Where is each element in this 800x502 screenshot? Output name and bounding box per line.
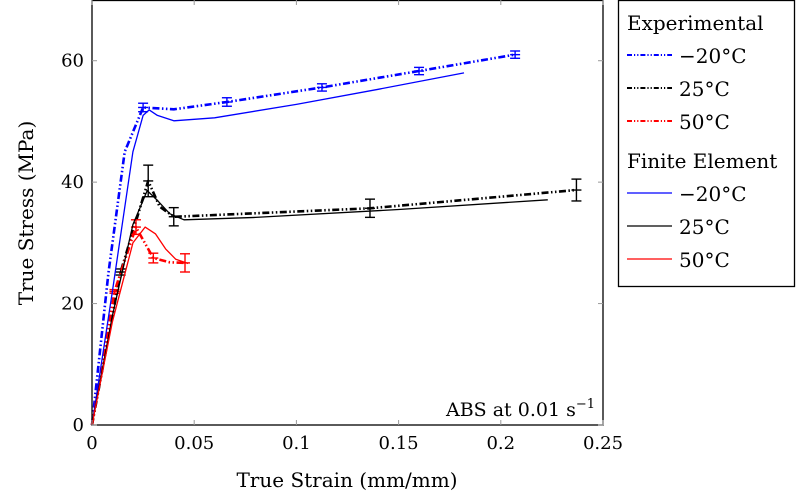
series-fe-4: [91, 189, 548, 426]
legend-entry-label: −20°C: [679, 182, 747, 206]
error-bar: [138, 102, 149, 113]
annotation: ABS at 0.01 s−1: [445, 397, 595, 421]
error-bar: [414, 66, 425, 76]
series-fe-3: [91, 72, 465, 426]
error-bar: [148, 252, 159, 264]
legend-entry-label: 50°C: [679, 110, 730, 134]
x-tick-label: 0.1: [282, 433, 311, 454]
legend-entry-label: 25°C: [679, 77, 730, 101]
plot-frame: [91, 0, 604, 426]
error-bar: [168, 206, 179, 227]
x-tick-label: 0.15: [379, 433, 419, 454]
y-tick-label: 60: [61, 51, 84, 72]
y-axis-label: True Stress (MPa): [14, 121, 38, 306]
series-line: [91, 226, 189, 426]
series-line: [91, 189, 548, 426]
series-experimental-2: [90, 219, 191, 426]
series-line: [91, 72, 465, 426]
legend-group-title: Finite Element: [627, 149, 777, 173]
series-line: [90, 179, 577, 426]
series-fe-5: [91, 226, 189, 426]
error-bar: [364, 198, 375, 219]
y-tick-label: 40: [61, 172, 84, 193]
legend-entry-label: 25°C: [679, 215, 730, 239]
x-tick-label: 0.05: [174, 433, 214, 454]
series-line: [90, 53, 516, 426]
x-tick-label: 0: [86, 433, 97, 454]
legend: Experimental −20°C 25°C 50°C Finite Element −…: [617, 0, 796, 288]
error-bar: [571, 178, 582, 202]
legend-group-title: Experimental: [627, 11, 764, 35]
error-bar: [510, 50, 521, 59]
series-experimental-1: [90, 164, 582, 426]
y-tick-label: 20: [61, 294, 84, 315]
legend-entry-label: 50°C: [679, 248, 730, 272]
x-tick-label: 0.25: [583, 433, 623, 454]
x-tick-label: 0.2: [486, 433, 515, 454]
x-axis-label: True Strain (mm/mm): [236, 468, 457, 492]
series-experimental-0: [90, 50, 521, 426]
legend-entry-label: −20°C: [679, 44, 747, 68]
error-bar: [221, 97, 232, 107]
y-tick-label: 0: [73, 415, 84, 436]
error-bar: [316, 83, 327, 92]
series-line: [90, 225, 186, 426]
